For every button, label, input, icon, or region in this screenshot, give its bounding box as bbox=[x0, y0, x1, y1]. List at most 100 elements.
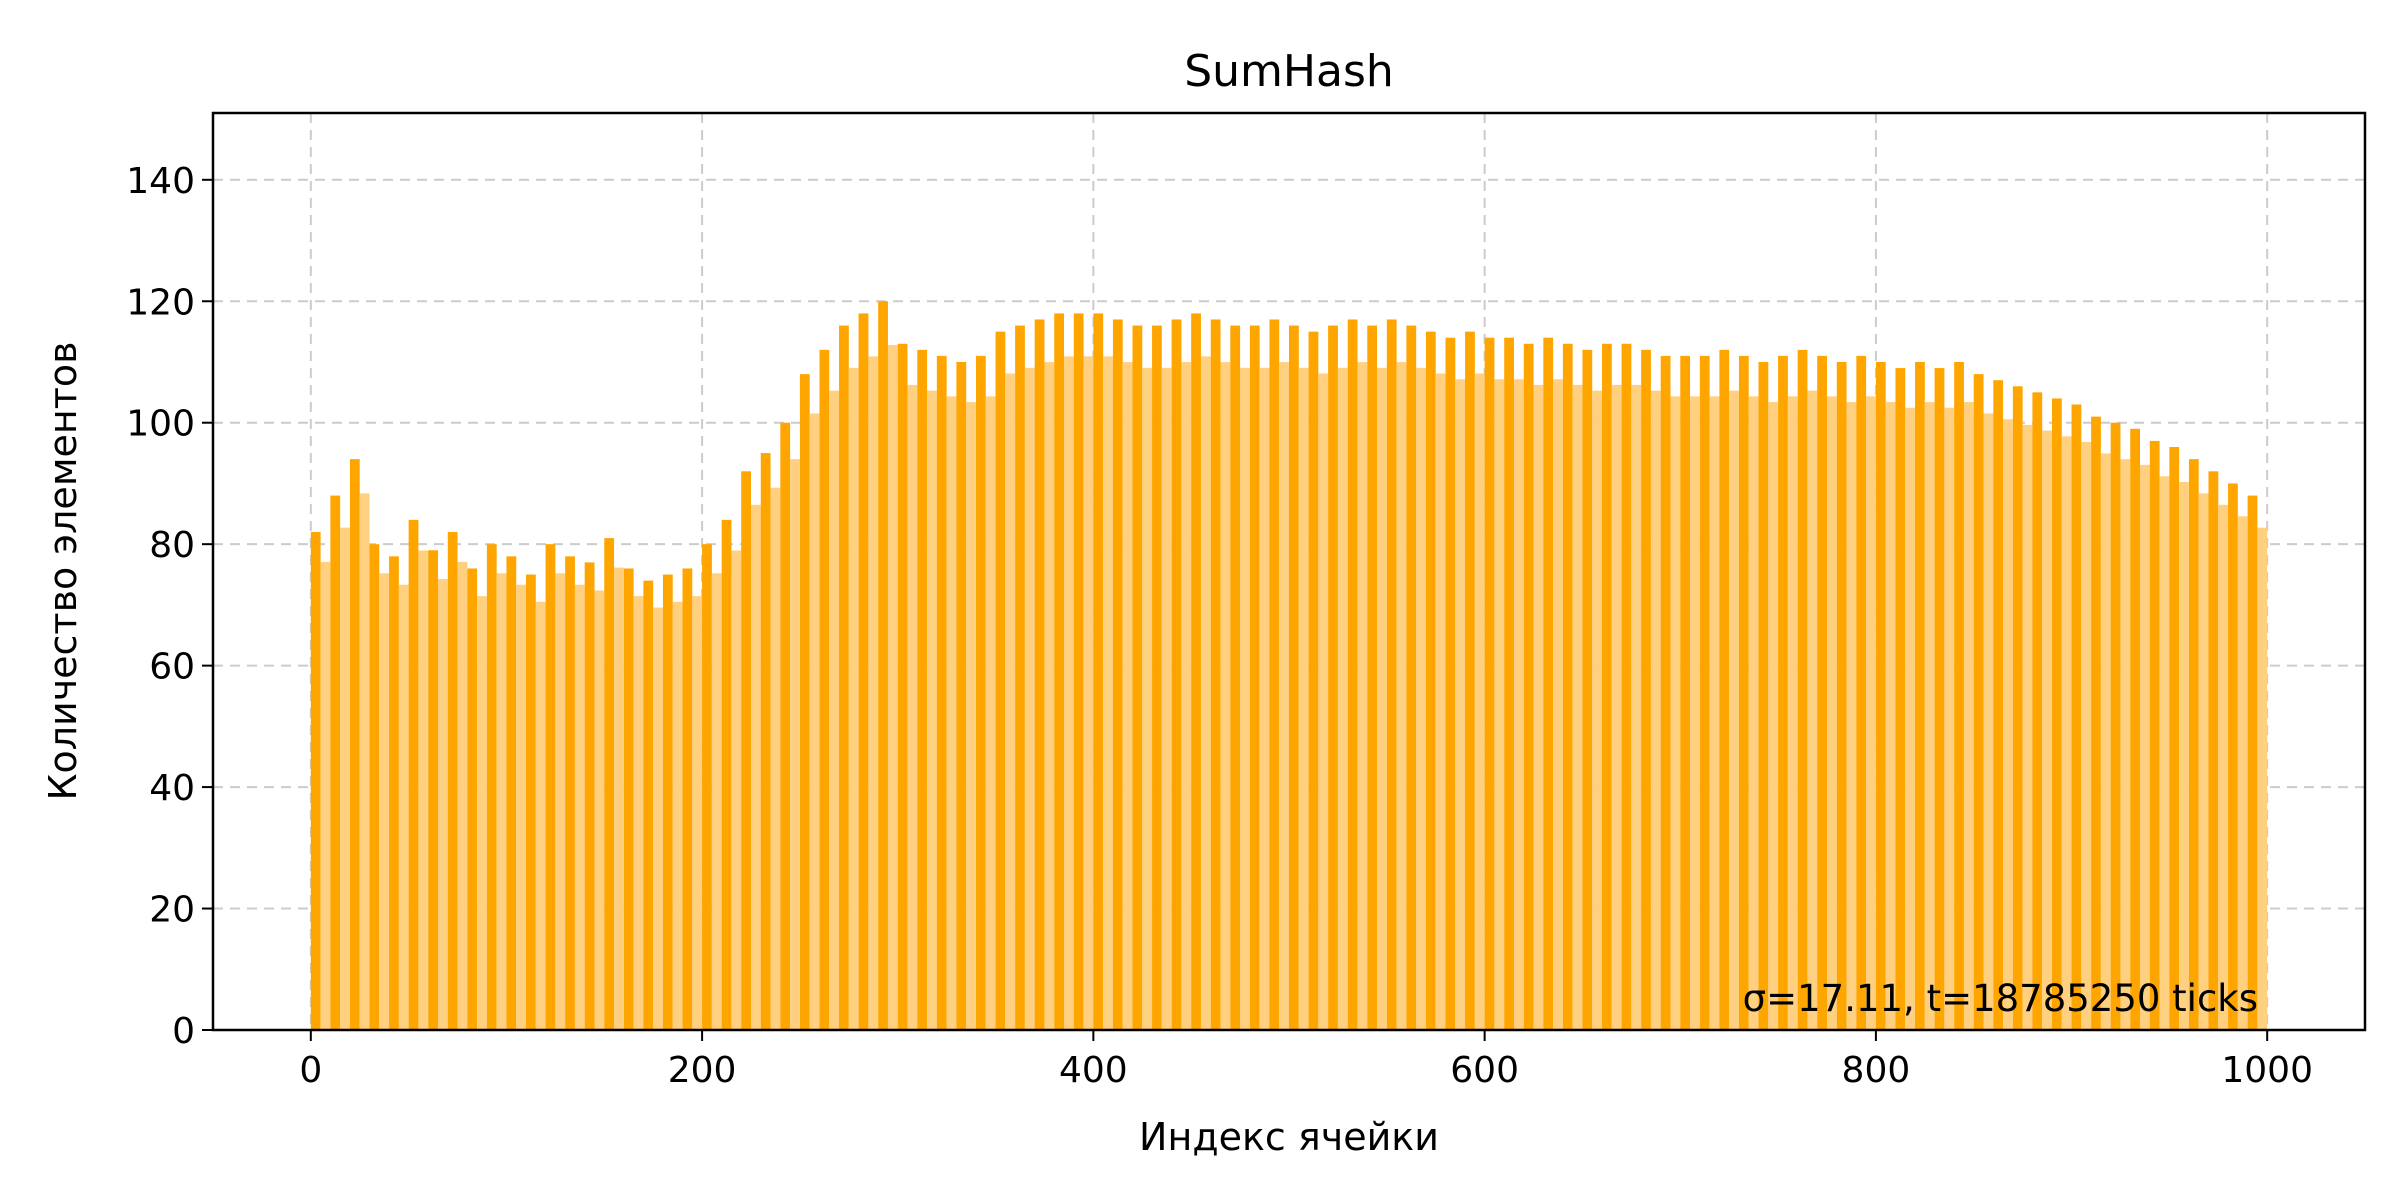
histogram-bar bbox=[995, 331, 1006, 1030]
histogram-bar bbox=[2120, 459, 2131, 1030]
histogram-bar bbox=[1807, 390, 1818, 1030]
histogram-bar bbox=[467, 568, 478, 1030]
histogram-bar bbox=[1191, 313, 1201, 1031]
histogram-bar bbox=[437, 579, 448, 1030]
histogram-bar bbox=[1738, 355, 1749, 1030]
x-tick-label: 400 bbox=[1059, 1050, 1128, 1091]
histogram-bar bbox=[702, 544, 712, 1030]
histogram-bar bbox=[418, 550, 429, 1030]
histogram-bar bbox=[320, 561, 331, 1030]
histogram-bar bbox=[1905, 407, 1916, 1031]
histogram-bar bbox=[398, 584, 409, 1030]
histogram-bar bbox=[1944, 407, 1955, 1031]
bar-layer bbox=[310, 301, 2268, 1031]
histogram-bar bbox=[2218, 504, 2229, 1030]
x-axis-label: Индекс ячейки bbox=[1139, 1115, 1439, 1159]
histogram-bar bbox=[907, 384, 918, 1030]
histogram-bar bbox=[1778, 355, 1788, 1030]
histogram-bar bbox=[1034, 319, 1045, 1030]
y-axis-label: Количество элементов bbox=[41, 342, 85, 801]
histogram-bar bbox=[1357, 362, 1368, 1030]
histogram-bar bbox=[2159, 476, 2170, 1031]
histogram-bar bbox=[2130, 428, 2141, 1030]
histogram-bar bbox=[2032, 392, 2043, 1031]
histogram-bar bbox=[682, 568, 693, 1030]
histogram-bar bbox=[1983, 413, 1994, 1030]
histogram-bar bbox=[936, 355, 947, 1030]
x-tick-label: 600 bbox=[1450, 1050, 1519, 1091]
histogram-bar bbox=[770, 487, 781, 1030]
histogram-bar bbox=[565, 556, 575, 1030]
histogram-bar bbox=[711, 573, 722, 1030]
histogram-bar bbox=[1787, 396, 1798, 1030]
histogram-bar bbox=[1161, 367, 1172, 1031]
histogram-bar bbox=[956, 361, 967, 1030]
histogram-bar bbox=[389, 556, 399, 1030]
histogram-bar bbox=[1758, 361, 1769, 1030]
histogram-bar bbox=[633, 596, 644, 1030]
histogram-bar bbox=[1328, 325, 1338, 1030]
histogram-bar bbox=[2081, 442, 2092, 1031]
histogram-bar bbox=[516, 584, 527, 1030]
histogram-bar bbox=[2110, 422, 2121, 1031]
histogram-bar bbox=[887, 344, 898, 1030]
histogram-bar bbox=[966, 402, 976, 1031]
y-tick-label: 140 bbox=[126, 161, 195, 202]
histogram-bar bbox=[721, 519, 732, 1030]
histogram-bar bbox=[1132, 325, 1143, 1030]
y-tick-label: 120 bbox=[126, 282, 195, 323]
histogram-bar bbox=[584, 562, 595, 1030]
histogram-bar bbox=[2012, 386, 2023, 1030]
histogram-bar bbox=[662, 574, 673, 1030]
histogram-bar bbox=[1954, 361, 1964, 1030]
histogram-bar bbox=[447, 532, 458, 1030]
histogram-bar bbox=[486, 544, 497, 1030]
histogram-bar bbox=[1523, 343, 1534, 1031]
histogram-bar bbox=[780, 422, 791, 1031]
histogram-bar bbox=[1934, 368, 1945, 1031]
histogram-bar bbox=[1347, 319, 1358, 1030]
histogram-bar bbox=[2179, 481, 2189, 1031]
histogram-bar bbox=[692, 596, 703, 1030]
histogram-bar bbox=[1152, 325, 1162, 1030]
histogram-bar bbox=[1641, 349, 1651, 1030]
histogram-bar bbox=[1494, 379, 1505, 1030]
histogram-bar bbox=[506, 556, 517, 1030]
histogram-bar bbox=[1719, 349, 1730, 1030]
histogram-bar bbox=[1083, 356, 1094, 1030]
histogram-bar bbox=[751, 504, 761, 1030]
histogram-bar bbox=[1200, 356, 1211, 1030]
histogram-bar bbox=[2247, 495, 2258, 1030]
histogram-bar bbox=[1660, 355, 1671, 1030]
histogram-bar bbox=[2003, 419, 2013, 1030]
histogram-bar bbox=[340, 527, 350, 1030]
histogram-bar bbox=[1846, 402, 1857, 1031]
histogram-bar bbox=[535, 601, 546, 1030]
histogram-bar bbox=[1748, 396, 1759, 1030]
histogram-bar bbox=[1817, 355, 1827, 1030]
histogram-bar bbox=[643, 580, 654, 1030]
histogram-bar bbox=[878, 301, 888, 1030]
histogram-bar bbox=[1093, 313, 1104, 1031]
histogram-bar bbox=[1562, 343, 1573, 1031]
histogram-bar bbox=[1024, 367, 1035, 1031]
histogram-bar bbox=[1269, 319, 1280, 1030]
histogram-bar bbox=[1768, 402, 1779, 1031]
histogram-bar bbox=[330, 495, 341, 1030]
histogram-bar bbox=[1875, 361, 1886, 1030]
histogram-bar bbox=[614, 567, 624, 1030]
histogram-bar bbox=[1425, 331, 1436, 1030]
histogram-bar bbox=[790, 459, 800, 1030]
histogram-bar bbox=[1699, 355, 1710, 1030]
histogram-bar bbox=[1973, 374, 1984, 1030]
histogram-bar bbox=[1298, 367, 1309, 1031]
histogram-bar bbox=[1122, 362, 1133, 1030]
x-tick-label: 1000 bbox=[2221, 1050, 2313, 1091]
histogram-bar bbox=[1993, 380, 2004, 1030]
histogram-bar bbox=[672, 601, 683, 1030]
histogram-bar bbox=[1650, 390, 1661, 1030]
histogram-bar bbox=[1377, 367, 1387, 1031]
histogram-bar bbox=[1797, 349, 1808, 1030]
histogram-bar bbox=[868, 356, 879, 1030]
